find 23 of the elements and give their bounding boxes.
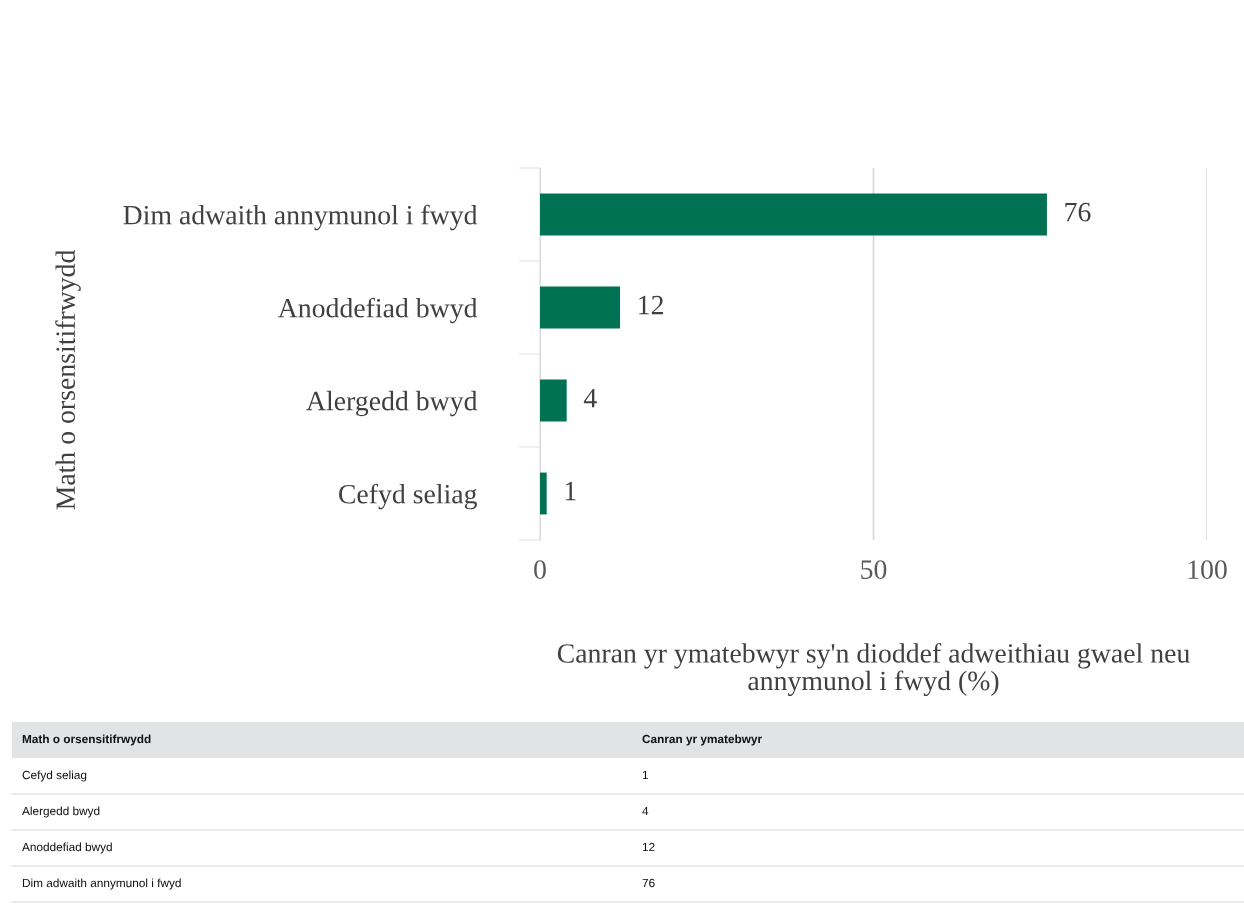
data-label: 1 [565,481,576,501]
category-label: Cefyd seliag [22,770,87,782]
text: 12 [642,842,655,852]
x-tick-label: 100 [1188,560,1227,579]
y-tick-label: Dim adwaith annymunol i fwyd [123,204,478,231]
text: 1 [642,770,648,780]
y-axis-title: Math o orsensitifrwydd [55,249,81,510]
category-label: Dim adwaith annymunol i fwyd [22,878,181,890]
y-tick-label: Cefyd seliag [339,483,477,510]
x-axis-title: Canran yr ymatebwyr sy'n dioddef adweithiau gwael neu annymunol i fwyd (%) [557,642,1190,697]
x-tick-label: 50 [861,560,887,579]
y-tick-label: Alergedd bwyd [306,390,478,417]
text: Math o orsensitifrwydd [22,734,151,746]
x-tick-label: 0 [534,560,546,579]
text: Canran yr ymatebwyr [642,734,762,746]
text: 4 [642,806,649,816]
category-label: Anoddefiad bwyd [22,842,112,854]
data-label: 4 [583,388,597,408]
data-label: 12 [639,295,663,315]
text: 76 [642,878,655,888]
y-tick-label: Anoddefiad bwyd [277,297,478,324]
data-label: 76 [1065,202,1091,222]
category-label: Alergedd bwyd [22,806,100,818]
